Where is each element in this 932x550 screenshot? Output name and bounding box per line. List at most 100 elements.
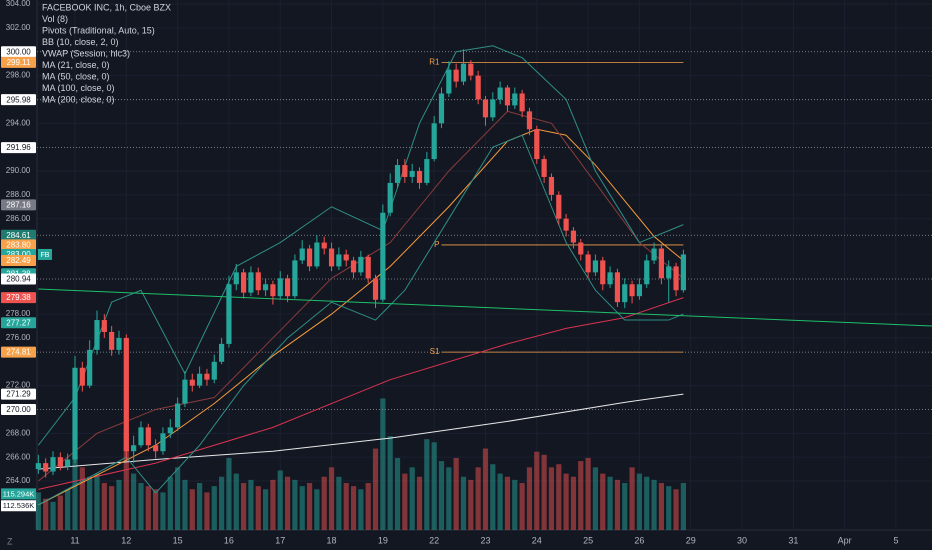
candle-body [578,242,584,255]
y-tick-label: 264.00 [6,476,31,485]
volume-bar [314,489,320,530]
volume-bar [35,492,41,530]
symbol-tag-box [38,248,52,260]
price-label-box [1,199,36,211]
price-label: 299.11 [7,58,31,67]
x-tick-label: 5 [893,535,898,545]
volume-bar [504,476,511,530]
candle-body [453,69,459,82]
volume-bar [65,489,71,530]
volume-bar [526,467,533,530]
volume-bar [402,473,408,530]
x-tick-label: 31 [788,535,798,545]
x-tick-label: 23 [480,535,490,545]
x-tick-label: 18 [327,535,337,545]
volume-bar [372,448,379,530]
candle-body [123,337,129,452]
price-label-box [1,255,36,267]
price-label-box [1,56,36,68]
volume-bar [570,476,577,530]
volume-bar [548,467,555,530]
indicator-line [38,393,684,470]
volume-bar [101,483,107,530]
candle-body [343,254,349,261]
volume-bar [541,454,547,530]
candle-body [35,463,41,470]
candle-body [585,254,591,273]
candle-body [299,248,305,261]
volume-bar [197,483,203,530]
price-label: 279.38 [6,293,31,302]
candle-body [548,176,555,195]
candle-body [284,278,291,297]
volume-bar [160,492,166,530]
candle-body [541,159,547,177]
candle-body [534,129,540,160]
indicator-line [38,297,684,490]
volume-bar [394,457,401,530]
volume-bar [578,461,584,530]
volume-bar [131,473,137,530]
volume-bar [175,467,181,530]
candle-body [160,433,166,452]
pivot-label: P [434,240,439,249]
volume-bar [284,476,291,530]
volume-bar [167,476,173,530]
volume-bar [109,486,115,530]
candle-body [570,230,577,243]
volume-bar [453,457,459,530]
candle-body [438,93,445,124]
candle-body [50,457,56,472]
volume-bar [116,479,122,530]
price-label-box [1,292,36,304]
candle-body [482,99,489,118]
volume-bar [255,486,261,530]
candle-body [314,242,320,267]
volume-bar [460,476,467,530]
legend-entry: BB (10, close, 2, 0) [42,37,119,47]
volume-bar [226,457,232,530]
x-tick-label: 16 [224,535,234,545]
y-tick-label: 290.00 [6,166,31,175]
indicator-line [38,134,684,506]
candle-body [526,111,533,130]
candle-body [490,99,496,118]
candle-body [629,284,635,297]
x-tick-label: 30 [737,535,747,545]
price-label-box [1,94,36,106]
candle-body [175,403,181,428]
volume-bar [182,479,188,530]
price-label: 271.29 [6,390,31,399]
volume-bar [365,483,371,530]
volume-bar [343,483,349,530]
y-tick-label: 298.00 [6,71,31,80]
volume-bar [519,483,525,530]
volume-bar [614,479,621,530]
zoom-icon[interactable]: Z [7,536,13,546]
volume-bar [387,436,393,530]
price-label: 291.96 [6,143,31,152]
volume-bar [680,483,686,530]
price-label: 284.61 [6,231,31,240]
candle-body [43,463,49,472]
price-label: 283.80 [6,241,31,250]
volume-bar [50,501,56,530]
candle-body [138,427,144,446]
candle-body [321,242,327,249]
y-tick-label: 294.00 [6,118,31,127]
candle-body [402,165,408,177]
candle-body [262,284,269,291]
volume-bar [277,470,283,530]
volume-bar [358,489,364,530]
price-label-box [1,239,36,251]
price-label-box [1,403,36,415]
legend-entry: MA (200, close, 0) [42,94,115,104]
volume-bar [189,489,195,530]
candle-body [380,212,386,300]
candle-body [270,284,276,297]
volume-bar [299,486,305,530]
volume-bar [138,483,144,530]
volume-bar [79,467,85,530]
candle-body [211,361,217,380]
volume-bar [204,492,210,530]
